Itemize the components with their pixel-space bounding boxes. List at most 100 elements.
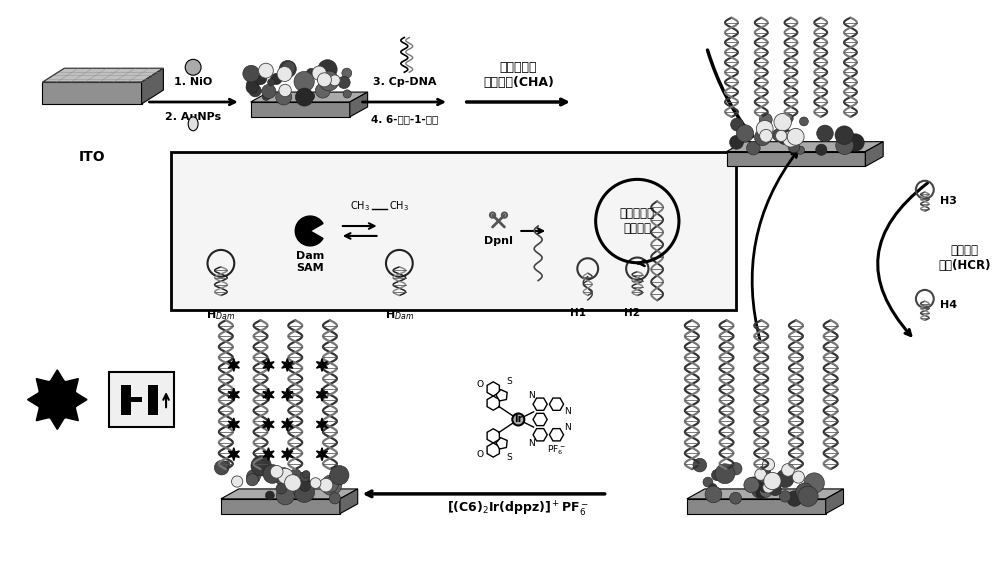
- Circle shape: [254, 71, 267, 85]
- Circle shape: [329, 75, 340, 86]
- Text: S: S: [507, 453, 512, 462]
- Polygon shape: [36, 408, 49, 421]
- Text: N: N: [528, 391, 535, 400]
- Text: H$_{Dam}$: H$_{Dam}$: [385, 309, 414, 322]
- Text: O: O: [477, 450, 484, 459]
- Circle shape: [223, 461, 230, 468]
- Circle shape: [295, 88, 313, 106]
- FancyBboxPatch shape: [109, 372, 174, 427]
- Text: 反应(HCR): 反应(HCR): [938, 259, 991, 272]
- Text: SAM: SAM: [296, 263, 324, 272]
- Circle shape: [310, 478, 321, 489]
- Circle shape: [315, 83, 330, 98]
- Text: H1: H1: [570, 309, 586, 318]
- Circle shape: [693, 458, 707, 472]
- Circle shape: [246, 474, 258, 486]
- Polygon shape: [316, 448, 328, 461]
- Circle shape: [792, 471, 804, 483]
- Circle shape: [247, 469, 260, 483]
- Circle shape: [835, 126, 854, 145]
- Circle shape: [703, 477, 713, 487]
- Circle shape: [774, 113, 791, 131]
- Circle shape: [276, 483, 287, 494]
- Circle shape: [730, 492, 742, 504]
- Circle shape: [270, 465, 283, 478]
- Polygon shape: [228, 448, 239, 461]
- Polygon shape: [549, 398, 564, 410]
- Circle shape: [816, 144, 827, 155]
- Circle shape: [299, 480, 311, 492]
- Polygon shape: [263, 358, 274, 371]
- Circle shape: [278, 468, 293, 484]
- Circle shape: [278, 479, 296, 498]
- Circle shape: [243, 65, 260, 82]
- Circle shape: [798, 486, 818, 507]
- Circle shape: [730, 462, 742, 475]
- Text: 组装过程(CHA): 组装过程(CHA): [483, 76, 554, 89]
- Circle shape: [300, 472, 310, 482]
- Circle shape: [784, 114, 793, 123]
- Polygon shape: [282, 358, 293, 371]
- Polygon shape: [51, 370, 64, 381]
- Circle shape: [777, 129, 793, 145]
- Polygon shape: [487, 396, 499, 410]
- Circle shape: [772, 129, 784, 141]
- Text: N: N: [528, 439, 535, 448]
- Polygon shape: [42, 68, 163, 82]
- Circle shape: [754, 130, 771, 146]
- Circle shape: [779, 116, 789, 125]
- Circle shape: [271, 73, 282, 85]
- Circle shape: [746, 477, 761, 492]
- Circle shape: [249, 84, 261, 97]
- Text: N: N: [564, 422, 571, 432]
- FancyBboxPatch shape: [171, 152, 736, 310]
- Text: [(C6)$_2$Ir(dppz)]$^+$PF$_6^-$: [(C6)$_2$Ir(dppz)]$^+$PF$_6^-$: [447, 500, 589, 518]
- Circle shape: [279, 84, 291, 96]
- Circle shape: [185, 59, 201, 75]
- Circle shape: [276, 89, 292, 105]
- Circle shape: [759, 130, 771, 142]
- Text: H$_{Dam}$: H$_{Dam}$: [206, 309, 235, 322]
- Circle shape: [747, 141, 760, 155]
- Circle shape: [263, 465, 282, 483]
- Circle shape: [323, 477, 338, 492]
- Text: O: O: [477, 380, 484, 389]
- Bar: [148, 385, 158, 415]
- Text: H2: H2: [624, 309, 640, 318]
- Circle shape: [214, 460, 229, 475]
- Polygon shape: [727, 152, 865, 167]
- Circle shape: [290, 474, 298, 482]
- Circle shape: [37, 380, 77, 419]
- Circle shape: [715, 464, 735, 484]
- Circle shape: [329, 493, 341, 504]
- Circle shape: [251, 456, 271, 476]
- Wedge shape: [295, 216, 323, 246]
- Polygon shape: [221, 499, 340, 514]
- Circle shape: [307, 92, 315, 100]
- Circle shape: [799, 117, 808, 126]
- Circle shape: [817, 125, 833, 142]
- Circle shape: [847, 134, 864, 151]
- Circle shape: [343, 90, 351, 98]
- Polygon shape: [228, 418, 239, 431]
- Polygon shape: [42, 82, 142, 104]
- Circle shape: [804, 473, 824, 493]
- Circle shape: [762, 458, 775, 471]
- Polygon shape: [727, 142, 883, 152]
- Circle shape: [294, 71, 314, 92]
- Polygon shape: [282, 448, 293, 461]
- Polygon shape: [66, 408, 78, 421]
- Polygon shape: [263, 388, 274, 401]
- Circle shape: [756, 489, 766, 498]
- Polygon shape: [263, 448, 274, 461]
- Circle shape: [759, 482, 770, 493]
- Circle shape: [247, 77, 259, 90]
- Circle shape: [265, 491, 274, 500]
- Polygon shape: [316, 418, 328, 431]
- Circle shape: [321, 475, 342, 496]
- Circle shape: [760, 130, 772, 142]
- Polygon shape: [228, 388, 239, 401]
- Polygon shape: [282, 418, 293, 431]
- Circle shape: [712, 469, 723, 480]
- Polygon shape: [36, 379, 49, 391]
